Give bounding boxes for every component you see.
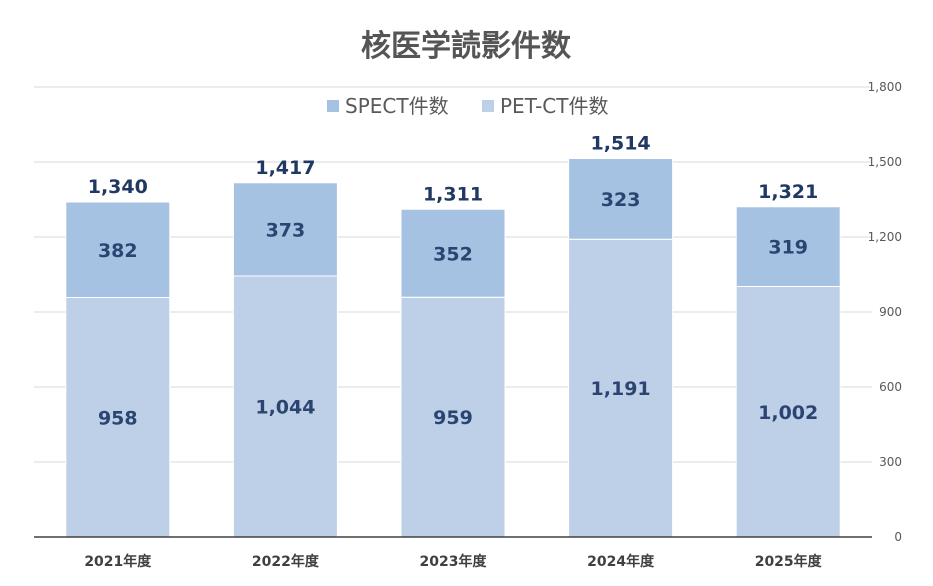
y-tick-label: 300 [879, 455, 902, 469]
x-category-label: 2025年度 [755, 553, 823, 570]
bar-segment-spect [400, 208, 506, 298]
bar-segment-petct [400, 296, 506, 538]
data-label-petct: 959 [433, 407, 473, 429]
bars: 958 382 1,340 1,044 373 1,417 959 352 1,311 1,191… [65, 133, 841, 538]
legend-swatch-petct [482, 100, 494, 112]
bar-segment-petct [568, 238, 674, 538]
total-label: 1,417 [255, 157, 315, 179]
x-axis-categories: 2021年度 2022年度 2023年度 2024年度 2025年度 [84, 553, 822, 570]
total-label: 1,321 [758, 181, 818, 203]
data-label-petct: 1,044 [255, 397, 315, 419]
x-category-label: 2024年度 [587, 553, 655, 570]
data-label-petct: 1,002 [758, 402, 818, 424]
bar-segment-spect [568, 158, 674, 240]
y-tick-label: 1,500 [868, 155, 902, 169]
data-label-petct: 1,191 [591, 378, 651, 400]
y-tick-label: 1,200 [868, 230, 902, 244]
y-axis-ticks: 0 300 600 900 1,200 1,500 1,800 [868, 80, 902, 544]
legend-label-petct: PET-CT件数 [500, 94, 608, 118]
data-label-spect: 373 [266, 219, 306, 241]
data-label-spect: 352 [433, 243, 473, 265]
legend-swatch-spect [327, 100, 339, 112]
total-label: 1,340 [88, 176, 148, 198]
x-category-label: 2023年度 [420, 553, 488, 570]
x-category-label: 2021年度 [84, 553, 152, 570]
bar-segment-spect [735, 206, 841, 287]
total-label: 1,514 [591, 133, 651, 155]
legend: SPECT件数 PET-CT件数 [327, 94, 608, 118]
data-label-spect: 319 [768, 237, 808, 259]
chart-title: 核医学読影件数 [361, 29, 572, 64]
data-label-spect: 323 [601, 189, 641, 211]
total-label: 1,311 [423, 183, 483, 205]
bar-segment-petct [232, 275, 338, 538]
data-label-spect: 382 [98, 240, 138, 262]
y-tick-label: 600 [879, 380, 902, 394]
bar-segment-spect [65, 201, 171, 298]
bar-segment-spect [232, 182, 338, 277]
y-tick-label: 900 [879, 305, 902, 319]
x-category-label: 2022年度 [252, 553, 320, 570]
y-tick-label: 1,800 [868, 80, 902, 94]
data-label-petct: 958 [98, 407, 138, 429]
legend-label-spect: SPECT件数 [345, 94, 449, 118]
y-tick-label: 0 [894, 530, 902, 544]
